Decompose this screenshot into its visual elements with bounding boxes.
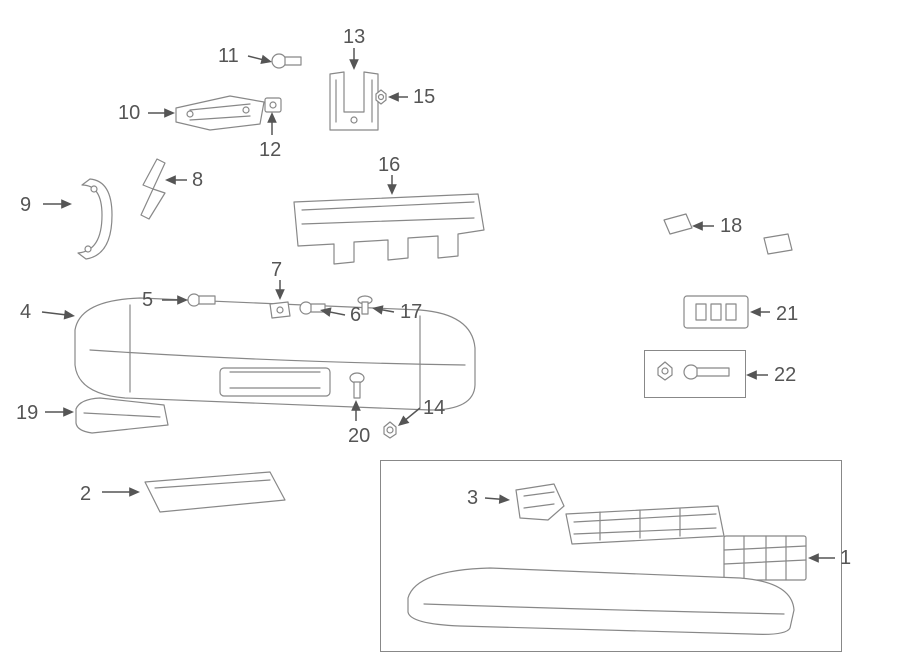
callout-label-12: 12: [259, 140, 281, 160]
callout-arrow-6: [312, 302, 353, 323]
part-side-bracket-9: [72, 175, 122, 265]
part-cap-18b: [760, 230, 796, 258]
callout-arrow-2: [94, 484, 148, 500]
callout-arrow-19: [37, 404, 82, 420]
part-reinforcement-inset: [560, 500, 730, 550]
callout-arrow-8: [157, 172, 195, 188]
callout-label-22: 22: [774, 365, 796, 385]
part-end-filler: [72, 395, 172, 440]
part-nut-22a: [654, 360, 676, 382]
callout-arrow-15: [380, 89, 416, 105]
callout-arrow-22: [738, 367, 776, 383]
callout-label-9: 9: [20, 195, 31, 215]
part-lower-deflector-left: [140, 470, 290, 520]
part-mount-bracket-10: [170, 90, 270, 135]
callout-arrow-18: [684, 218, 722, 234]
callout-label-10: 10: [118, 103, 140, 123]
callout-label-17: 17: [400, 302, 422, 322]
callout-label-5: 5: [142, 290, 153, 310]
callout-arrow-11: [240, 48, 280, 70]
callout-label-15: 15: [413, 87, 435, 107]
callout-label-21: 21: [776, 304, 798, 324]
callout-label-18: 18: [720, 216, 742, 236]
callout-arrow-14: [390, 400, 428, 434]
callout-label-20: 20: [348, 426, 370, 446]
part-bolt-22b: [682, 362, 732, 382]
callout-arrow-5: [154, 292, 196, 308]
callout-arrow-12: [264, 104, 280, 143]
callout-arrow-7: [272, 272, 288, 308]
callout-label-4: 4: [20, 302, 31, 322]
callout-arrow-13: [346, 40, 362, 78]
callout-arrow-9: [35, 196, 80, 212]
callout-arrow-16: [384, 167, 400, 203]
callout-label-19: 19: [16, 403, 38, 423]
callout-arrow-10: [140, 105, 183, 121]
part-bracket-8: [135, 155, 175, 225]
callout-arrow-3: [477, 490, 518, 508]
callout-arrow-4: [34, 304, 83, 324]
callout-arrow-20: [348, 392, 364, 429]
callout-label-2: 2: [80, 484, 91, 504]
callout-arrow-1: [800, 550, 843, 566]
part-lower-valance: [400, 560, 800, 640]
callout-arrow-21: [742, 304, 778, 320]
callout-label-11: 11: [218, 46, 239, 66]
callout-arrow-17: [364, 300, 402, 320]
parts-diagram: 12345678910111213141516171819202122: [0, 0, 900, 661]
